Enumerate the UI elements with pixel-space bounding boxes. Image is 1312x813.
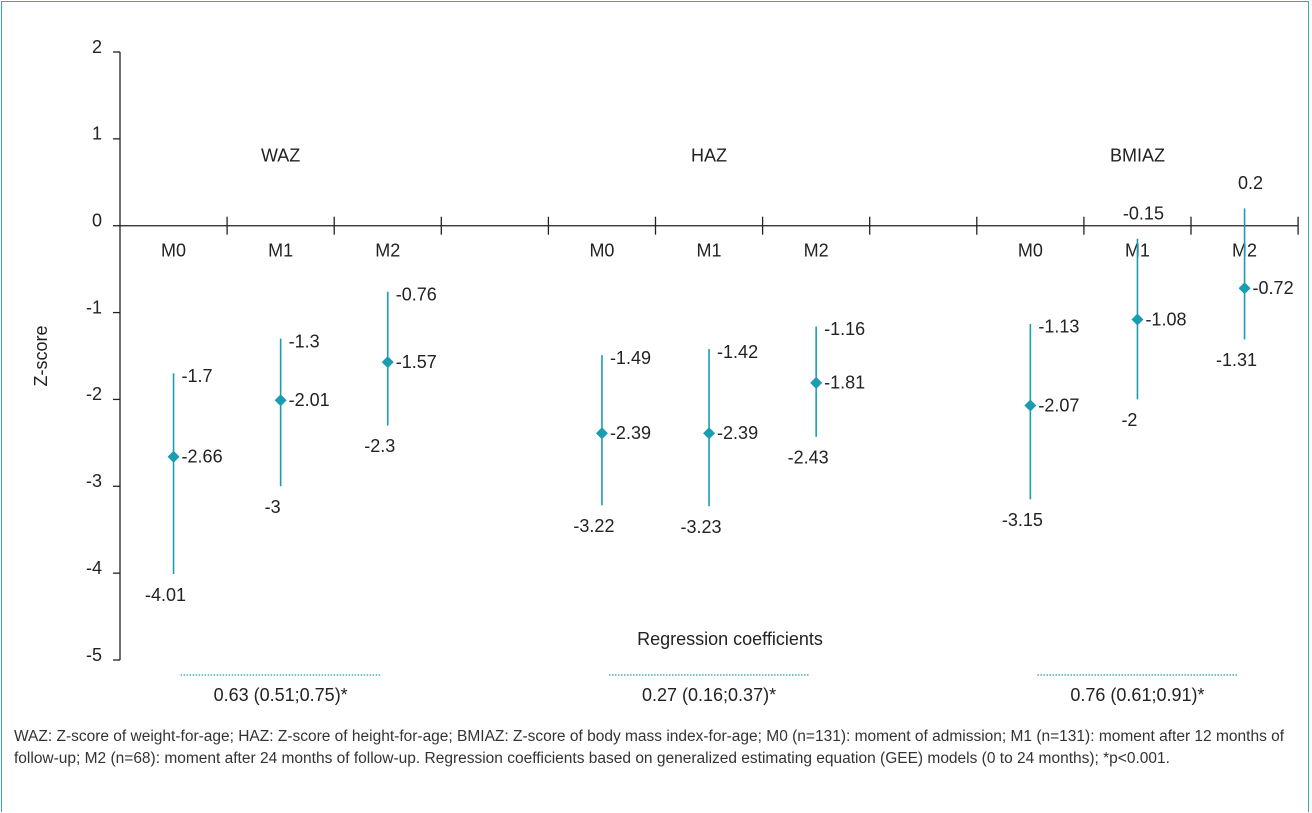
value-label: -1.57 (396, 352, 437, 372)
coefficient: 0.76 (0.61;0.91)* (1070, 685, 1204, 705)
value-label: -1.81 (824, 373, 865, 393)
point (1024, 399, 1037, 412)
lower-label: -3.22 (573, 516, 614, 536)
x-tick-label: M0 (1018, 240, 1043, 260)
point (381, 356, 394, 369)
x-tick-label: M1 (268, 240, 293, 260)
point (274, 394, 287, 407)
lower-label: -2.3 (364, 436, 395, 456)
x-tick-label: M1 (697, 240, 722, 260)
value-label: -0.72 (1253, 278, 1294, 298)
coefficient: 0.27 (0.16;0.37)* (642, 685, 776, 705)
x-tick-label: M0 (589, 240, 614, 260)
value-label: -2.01 (289, 390, 330, 410)
x-tick-label: M2 (804, 240, 829, 260)
upper-label: -1.13 (1038, 317, 1079, 337)
y-tick-label: -3 (86, 471, 102, 491)
group-label: WAZ (261, 146, 300, 166)
x-tick-label: M2 (375, 240, 400, 260)
upper-label: -1.42 (717, 342, 758, 362)
group-label: HAZ (691, 146, 727, 166)
coefficient: 0.63 (0.51;0.75)* (214, 685, 348, 705)
point (703, 427, 716, 440)
y-tick-label: 2 (92, 37, 102, 57)
point (167, 450, 180, 463)
lower-label: -2 (1121, 410, 1137, 430)
y-axis-label: Z-score (31, 325, 51, 386)
lower-label: -3.23 (681, 517, 722, 537)
value-label: -2.39 (610, 423, 651, 443)
y-tick-label: -5 (86, 645, 102, 665)
point (810, 376, 823, 389)
y-tick-label: -1 (86, 297, 102, 317)
lower-label: -3 (265, 497, 281, 517)
upper-label: -1.16 (824, 319, 865, 339)
lower-label: -2.43 (788, 448, 829, 468)
upper-label: -1.7 (182, 366, 213, 386)
coefficients-title: Regression coefficients (637, 629, 823, 649)
group-label: BMIAZ (1110, 146, 1165, 166)
upper-label: -0.15 (1123, 203, 1164, 223)
y-tick-label: 0 (92, 210, 102, 230)
upper-label: -1.3 (289, 331, 320, 351)
point (595, 427, 608, 440)
point (1131, 313, 1144, 326)
lower-label: -3.15 (1002, 510, 1043, 530)
y-tick-label: -2 (86, 384, 102, 404)
value-label: -2.66 (182, 447, 223, 467)
y-tick-label: -4 (86, 558, 102, 578)
lower-label: -4.01 (145, 585, 186, 605)
value-label: -2.07 (1038, 395, 1079, 415)
y-tick-label: 1 (92, 124, 102, 144)
footnote: WAZ: Z-score of weight-for-age; HAZ: Z-s… (14, 728, 1285, 767)
value-label: -2.39 (717, 423, 758, 443)
upper-label: -0.76 (396, 284, 437, 304)
value-label: -1.08 (1145, 309, 1186, 329)
x-tick-label: M0 (161, 240, 186, 260)
upper-label: -1.49 (610, 348, 651, 368)
point (1238, 282, 1251, 295)
upper-label: 0.2 (1238, 173, 1263, 193)
lower-label: -1.31 (1216, 350, 1257, 370)
